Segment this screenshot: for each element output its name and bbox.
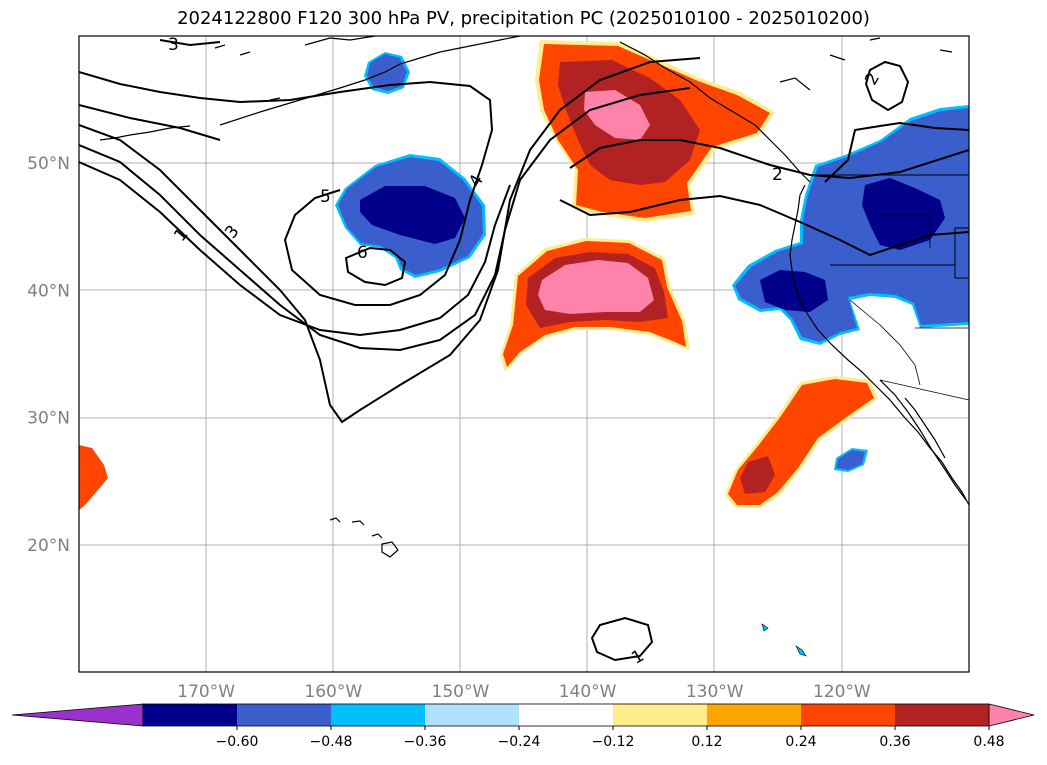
colorbar-tick-label: 0.12	[691, 734, 722, 750]
colorbar-bin	[143, 704, 238, 726]
colorbar-tick-label: 0.24	[785, 734, 816, 750]
latitude-tick-label: 50°N	[27, 154, 70, 174]
positive-anomaly-west-edge	[79, 445, 108, 510]
contour-label: 3	[168, 35, 179, 55]
colorbar-tick-label: −0.24	[498, 734, 541, 750]
latitude-tick-labels: 50°N 40°N 30°N 20°N	[27, 154, 70, 556]
pv-contour-5	[344, 246, 407, 287]
contour-label: 2	[772, 165, 783, 185]
latitude-tick-label: 40°N	[27, 281, 70, 301]
gridlines	[79, 36, 969, 672]
pv-contour-2	[79, 87, 691, 352]
map-background	[79, 36, 969, 672]
pv-contour-8	[559, 194, 969, 257]
colorbar-tick-label: 0.48	[973, 734, 1004, 750]
longitude-tick-label: 140°W	[559, 682, 617, 702]
colorbar-tick-label: −0.12	[592, 734, 635, 750]
pv-contour-1	[79, 57, 701, 424]
colorbar-bin	[801, 704, 896, 726]
pv-contour-10	[864, 60, 910, 112]
pv-contour-3	[79, 161, 511, 337]
longitude-tick-labels: 170°W 160°W 150°W 140°W 130°W 120°W	[177, 682, 871, 702]
colorbar-tick-label: −0.48	[310, 734, 353, 750]
longitude-tick-label: 130°W	[686, 682, 744, 702]
colorbar: −0.60 −0.48 −0.36 −0.24 −0.12 0.12 0.24 0.36 0.4…	[11, 703, 1035, 750]
pv-contour-6	[79, 104, 221, 141]
colorbar-extend-max	[988, 703, 1035, 727]
colorbar-bin	[613, 704, 708, 726]
pv-contour-7	[569, 139, 969, 180]
colorbar-bin	[895, 704, 990, 726]
colorbar-tick-label: −0.60	[216, 734, 259, 750]
latitude-tick-label: 20°N	[27, 536, 70, 556]
pv-contour-12	[159, 39, 221, 47]
longitude-tick-label: 120°W	[813, 682, 871, 702]
colorbar-bin	[331, 704, 426, 726]
latitude-tick-label: 30°N	[27, 409, 70, 429]
contour-label: 5	[320, 187, 331, 207]
pv-contours	[79, 39, 969, 662]
colorbar-bin	[707, 704, 802, 726]
pv-contour-4	[79, 71, 494, 306]
map-frame	[78, 35, 970, 673]
contour-label: 6	[357, 243, 368, 263]
longitude-tick-label: 170°W	[177, 682, 235, 702]
longitude-tick-label: 150°W	[432, 682, 490, 702]
colorbar-bin	[237, 704, 332, 726]
colorbar-bin	[425, 704, 520, 726]
longitude-tick-label: 160°W	[304, 682, 362, 702]
pv-contour-9	[824, 121, 969, 183]
pv-contour-11	[590, 616, 654, 662]
colorbar-tick-label: 0.36	[879, 734, 910, 750]
precip-shading	[79, 40, 969, 657]
figure-title: 2024122800 F120 300 hPa PV, precipitatio…	[177, 8, 870, 29]
colorbar-extend-min	[11, 703, 144, 727]
colorbar-bin	[519, 704, 614, 726]
colorbar-frame	[142, 703, 990, 727]
colorbar-tick-label: −0.36	[404, 734, 447, 750]
